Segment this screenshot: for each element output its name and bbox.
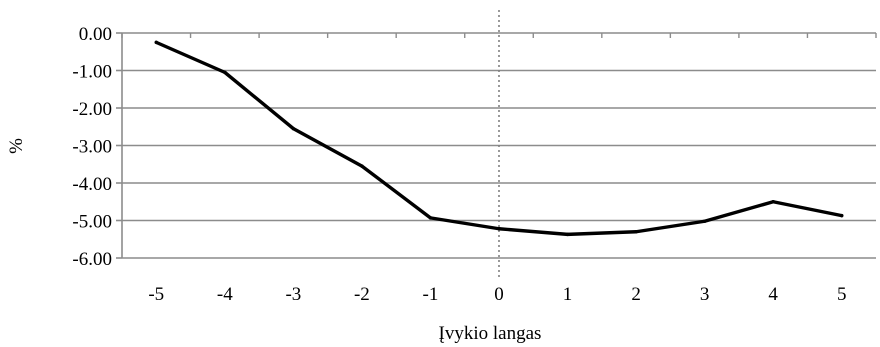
data-point <box>497 227 500 230</box>
data-point <box>360 164 363 167</box>
x-tick-label: -1 <box>423 284 439 305</box>
x-tick-label: -3 <box>285 284 301 305</box>
x-tick-label: 3 <box>700 284 710 305</box>
data-point <box>703 220 706 223</box>
x-tick-label: -4 <box>217 284 233 305</box>
data-point <box>840 214 843 217</box>
data-point <box>429 216 432 219</box>
y-tick-label: -3.00 <box>72 137 112 158</box>
data-point <box>771 200 774 203</box>
x-tick-label: 0 <box>494 284 504 305</box>
y-tick-label: -2.00 <box>72 99 112 120</box>
y-tick-label: -1.00 <box>72 62 112 83</box>
y-axis-title: % <box>6 138 27 154</box>
x-tick-label: 5 <box>837 284 847 305</box>
data-point <box>566 233 569 236</box>
y-tick-labels: 0.00 -1.00 -2.00 -3.00 -4.00 -5.00 -6.00 <box>72 24 112 270</box>
x-tick-labels: -5 -4 -3 -2 -1 0 1 2 3 4 5 <box>148 284 846 305</box>
data-point <box>634 230 637 233</box>
data-point <box>223 71 226 74</box>
x-tick-label: 1 <box>563 284 573 305</box>
x-axis-title: Įvykio langas <box>439 323 542 344</box>
data-point <box>155 41 158 44</box>
x-tick-label: 2 <box>631 284 641 305</box>
data-point <box>292 127 295 130</box>
y-tick-label: -5.00 <box>72 212 112 233</box>
x-tick-label: -2 <box>354 284 370 305</box>
y-tick-label: -4.00 <box>72 174 112 195</box>
y-tick-label: 0.00 <box>79 24 112 45</box>
x-tick-label: 4 <box>768 284 778 305</box>
x-tick-label: -5 <box>148 284 164 305</box>
y-tick-label: -6.00 <box>72 249 112 270</box>
